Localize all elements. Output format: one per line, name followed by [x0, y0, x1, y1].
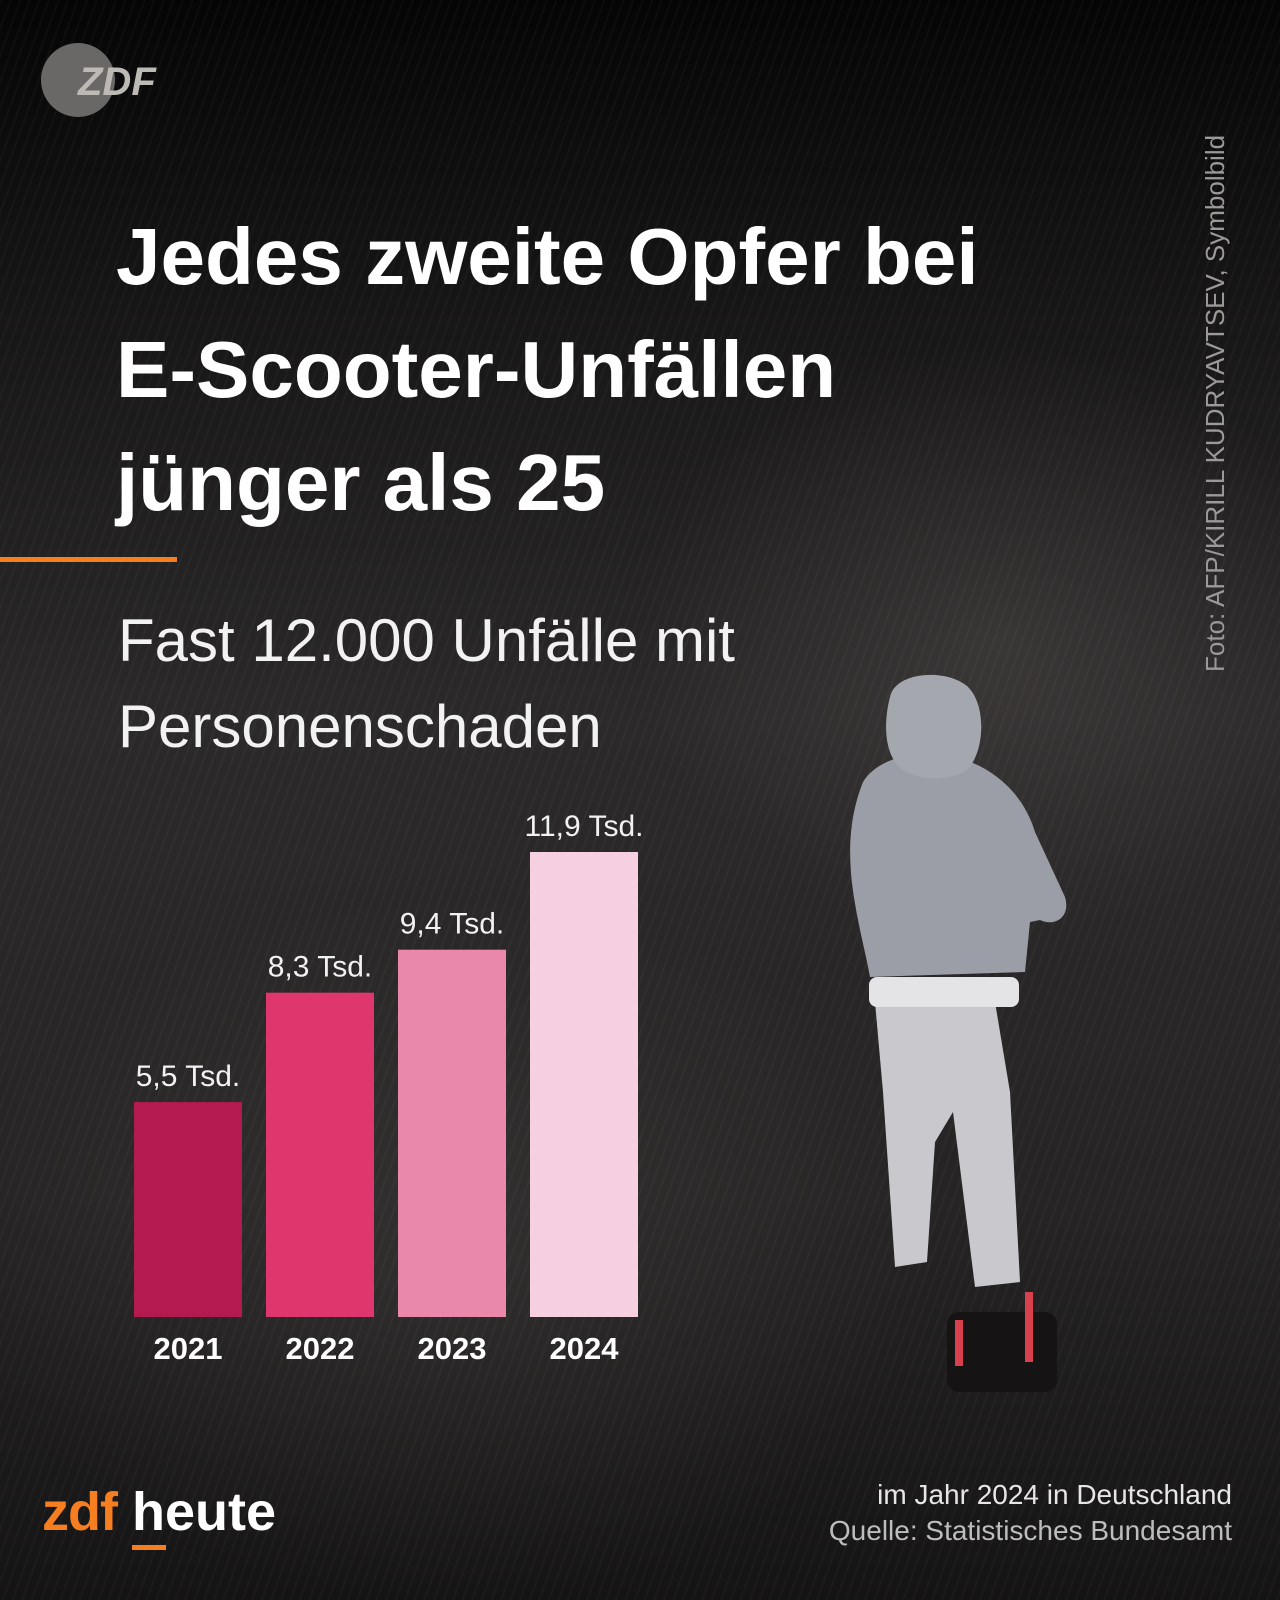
brand-zdf: zdf	[42, 1482, 118, 1542]
brand-underline	[131, 1545, 166, 1550]
zdfheute-logo: zdf heute	[42, 1482, 277, 1550]
subheadline-line-2: Personenschaden	[118, 693, 602, 760]
brand-heute-text: heute	[131, 1482, 277, 1542]
source-note: Quelle: Statistisches Bundesamt	[828, 1515, 1232, 1546]
data-label-2022: 8,3 Tsd.	[268, 951, 373, 984]
subheadline-line-1: Fast 12.000 Unfälle mit	[118, 607, 735, 674]
zdf-logo: ZDF	[41, 43, 157, 117]
person-on-scooter-illustration	[850, 674, 1067, 1392]
footnote: im Jahr 2024 in Deutschland Quelle: Stat…	[829, 1477, 1232, 1549]
bar-2022	[266, 992, 374, 1317]
bar-2021	[134, 1102, 242, 1317]
hood	[886, 674, 982, 779]
subheadline: Fast 12.000 Unfälle mit Personenschaden	[118, 598, 958, 770]
bar-chart: 5,5 Tsd. 2021 8,3 Tsd. 2022 9,4 Tsd. 2023 11,9…	[134, 810, 644, 1366]
category-label-2023: 2023	[418, 1331, 487, 1366]
scope-note: im Jahr 2024 in Deutschland	[877, 1479, 1232, 1510]
category-label-2022: 2022	[286, 1331, 355, 1366]
hoodie-hem	[869, 977, 1019, 1007]
zdf-logo-circle	[41, 43, 115, 117]
scooter-light-left	[955, 1320, 963, 1366]
data-label-2023: 9,4 Tsd.	[400, 908, 505, 941]
hoodie	[850, 753, 1067, 977]
headline-line-2: E-Scooter-Unfällen	[116, 325, 837, 414]
bar-2024	[530, 852, 638, 1317]
headline-line-3: jünger als 25	[116, 438, 606, 527]
category-label-2024: 2024	[550, 1331, 620, 1366]
data-label-2021: 5,5 Tsd.	[136, 1060, 241, 1093]
brand-heute: heute	[131, 1482, 277, 1550]
headline-line-1: Jedes zweite Opfer bei	[116, 212, 979, 301]
sweatpants	[875, 1002, 1020, 1287]
scooter-light-right	[1025, 1292, 1033, 1362]
data-label-2024: 11,9 Tsd.	[525, 810, 644, 843]
bar-2023	[398, 949, 506, 1317]
accent-line	[0, 557, 177, 562]
headline: Jedes zweite Opfer bei E-Scooter-Unfälle…	[116, 200, 1156, 539]
zdf-logo-text: ZDF	[77, 60, 157, 104]
category-label-2021: 2021	[154, 1331, 223, 1366]
